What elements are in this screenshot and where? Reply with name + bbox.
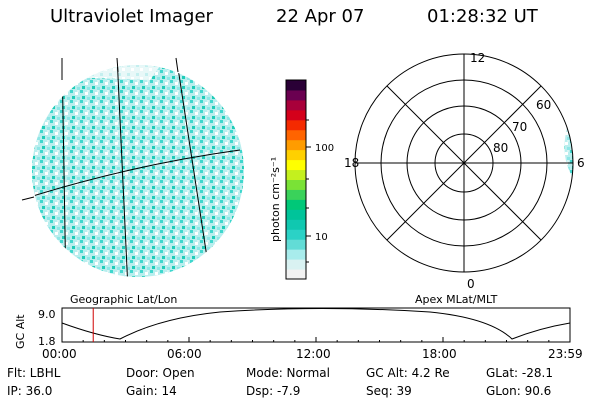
colorbar-cell	[286, 269, 306, 280]
colorbar: 100 10 photon cm⁻²s⁻¹	[269, 79, 334, 280]
colorbar-cell	[286, 169, 306, 180]
altitude-curve	[61, 308, 571, 340]
door-info: Door: Open	[126, 366, 195, 380]
time-label: 01:28:32 UT	[427, 6, 538, 27]
date-label: 22 Apr 07	[276, 6, 365, 27]
mlt-label-12: 12	[470, 51, 485, 65]
colorbar-cell	[286, 80, 306, 91]
colorbar-tick-10: 10	[315, 232, 328, 243]
colorbar-tick-100: 100	[315, 143, 334, 154]
colorbar-cell	[286, 109, 306, 121]
left-panel-caption: Geographic Lat/Lon	[70, 293, 177, 306]
gain-info: Gain: 14	[126, 384, 177, 398]
instrument-title: Ultraviolet Imager	[50, 6, 213, 27]
geographic-image-panel	[21, 57, 244, 277]
mlt-label-6: 6	[577, 156, 585, 170]
mlat-label-60: 60	[536, 98, 551, 112]
timeline-tick-0000: 00:00	[42, 347, 77, 361]
colorbar-cell	[286, 149, 306, 161]
mlt-label-18: 18	[344, 156, 359, 170]
mlat-label-80: 80	[493, 141, 508, 155]
colorbar-cell	[286, 249, 306, 260]
timeline-tick-2359: 23:59	[548, 347, 583, 361]
mlat-label-70: 70	[512, 120, 527, 134]
colorbar-cell	[286, 159, 306, 171]
colorbar-cell	[286, 259, 306, 270]
colorbar-cell	[286, 139, 306, 151]
colorbar-cell	[286, 199, 306, 210]
glat-info: GLat: -28.1	[486, 366, 553, 380]
disk-upper-edge	[48, 65, 160, 80]
timeline-tick-1200: 12:00	[296, 347, 331, 361]
mode-info: Mode: Normal	[246, 366, 330, 380]
filter-info: Flt: LBHL	[7, 366, 61, 380]
colorbar-cell	[286, 99, 306, 111]
colorbar-cell	[286, 189, 306, 200]
colorbar-unit-label: photon cm⁻²s⁻¹	[269, 157, 282, 242]
timeline-tick-0600: 06:00	[167, 347, 202, 361]
uv-emission-disk	[32, 65, 244, 277]
timeline-ylabel: GC Alt	[14, 314, 27, 349]
colorbar-cell	[286, 229, 306, 240]
colorbar-cell	[286, 129, 306, 141]
gc-alt-info: GC Alt: 4.2 Re	[366, 366, 450, 380]
colorbar-cell	[286, 209, 306, 220]
timeline-ymax: 9.0	[38, 308, 56, 321]
altitude-timeline: 9.0 1.8 GC Alt 00:00 06:00 12:00 18:00 2…	[14, 307, 583, 361]
colorbar-cell	[286, 89, 306, 101]
seq-info: Seq: 39	[366, 384, 412, 398]
polar-plot-panel: 12 18 6 0 60 70 80	[344, 51, 585, 291]
ip-info: IP: 36.0	[7, 384, 53, 398]
mlt-label-0: 0	[467, 277, 475, 291]
colorbar-cell	[286, 179, 306, 190]
timeline-frame	[61, 307, 571, 343]
right-panel-caption: Apex MLat/MLT	[415, 293, 498, 306]
glon-info: GLon: 90.6	[486, 384, 552, 398]
dsp-info: Dsp: -7.9	[246, 384, 301, 398]
timeline-tick-1800: 18:00	[422, 347, 457, 361]
polar-auroral-patch	[564, 110, 573, 185]
colorbar-cell	[286, 239, 306, 250]
colorbar-cell	[286, 119, 306, 131]
timeline-ymin: 1.8	[38, 335, 56, 348]
colorbar-cell	[286, 219, 306, 230]
